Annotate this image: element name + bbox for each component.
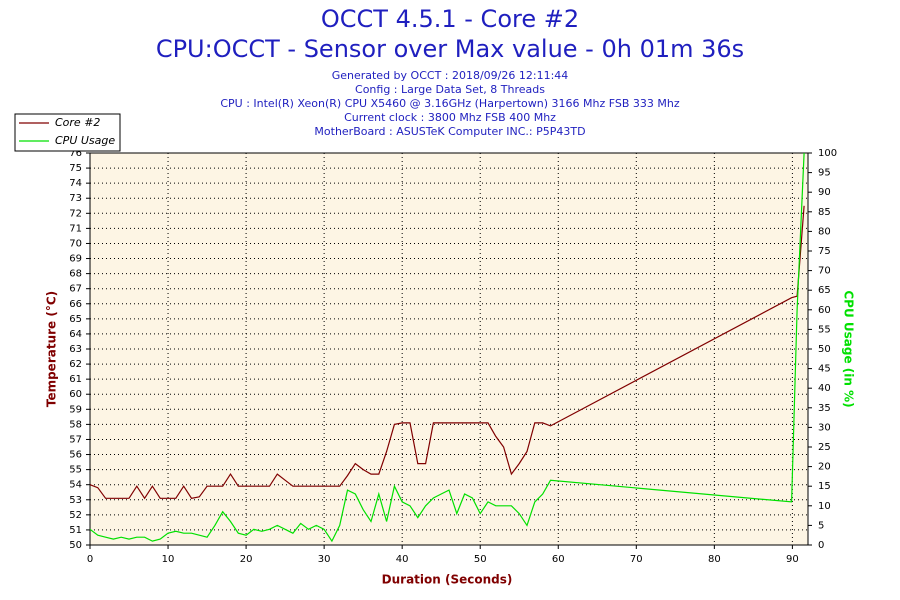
y-tick-label: 72	[69, 208, 82, 219]
y2-tick-label: 75	[818, 246, 831, 257]
y-tick-label: 50	[69, 540, 82, 551]
x-tick-label: 50	[474, 554, 487, 565]
y-tick-label: 58	[69, 419, 82, 430]
info-line: CPU : Intel(R) Xeon(R) CPU X5460 @ 3.16G…	[220, 97, 680, 110]
y-tick-label: 57	[69, 434, 82, 445]
y2-tick-label: 90	[818, 187, 831, 198]
legend-box	[14, 113, 121, 152]
x-tick-label: 40	[396, 554, 409, 565]
y-tick-label: 70	[69, 238, 82, 249]
y-tick-label: 73	[69, 193, 82, 204]
y-tick-label: 65	[69, 314, 82, 325]
x-axis-label: Duration (Seconds)	[382, 573, 513, 587]
y2-tick-label: 65	[818, 285, 831, 296]
y2-tick-label: 55	[818, 324, 831, 335]
legend-label: Core #2	[55, 116, 100, 129]
y2-tick-label: 0	[818, 540, 824, 551]
y2-tick-label: 40	[818, 383, 831, 394]
y-tick-label: 64	[69, 329, 82, 340]
x-tick-label: 30	[318, 554, 331, 565]
y-tick-label: 53	[69, 495, 82, 506]
y-tick-label: 74	[69, 178, 82, 189]
y2-tick-label: 30	[818, 422, 831, 433]
y-tick-label: 54	[69, 480, 82, 491]
info-line: Generated by OCCT : 2018/09/26 12:11:44	[332, 69, 569, 82]
y2-tick-label: 100	[818, 148, 837, 159]
y2-tick-label: 80	[818, 226, 831, 237]
y-tick-label: 51	[69, 525, 82, 536]
x-tick-label: 80	[708, 554, 721, 565]
series-line	[89, 205, 805, 500]
x-tick-label: 10	[162, 554, 175, 565]
legend-label: CPU Usage	[55, 134, 115, 147]
y-tick-label: 52	[69, 510, 82, 521]
y2-tick-label: 60	[818, 305, 831, 316]
chart-subtitle: CPU:OCCT - Sensor over Max value - 0h 01…	[156, 35, 744, 63]
info-line: MotherBoard : ASUSTeK Computer INC.: P5P…	[314, 125, 585, 138]
y2-tick-label: 95	[818, 168, 831, 179]
y-tick-label: 71	[69, 223, 82, 234]
y2-axis-label: CPU Usage (in %)	[842, 290, 856, 407]
y-tick-label: 59	[69, 404, 82, 415]
x-tick-label: 90	[786, 554, 799, 565]
y-tick-label: 55	[69, 465, 82, 476]
y-tick-label: 68	[69, 269, 82, 280]
y-tick-label: 67	[69, 284, 82, 295]
y2-tick-label: 10	[818, 501, 831, 512]
series-line	[89, 152, 805, 543]
y2-tick-label: 5	[818, 520, 824, 531]
x-tick-label: 0	[87, 554, 93, 565]
y-tick-label: 63	[69, 344, 82, 355]
y-tick-label: 66	[69, 299, 82, 310]
y-tick-label: 56	[69, 450, 82, 461]
y2-tick-label: 20	[818, 462, 831, 473]
plot-frame	[89, 152, 809, 546]
y2-tick-label: 50	[818, 344, 831, 355]
y-tick-label: 75	[69, 163, 82, 174]
x-tick-label: 60	[552, 554, 565, 565]
y-tick-label: 76	[69, 148, 82, 159]
y2-tick-label: 45	[818, 364, 831, 375]
info-line: Current clock : 3800 Mhz FSB 400 Mhz	[344, 111, 556, 124]
info-line: Config : Large Data Set, 8 Threads	[355, 83, 545, 96]
x-tick-label: 70	[630, 554, 643, 565]
x-tick-label: 20	[240, 554, 253, 565]
y-tick-label: 61	[69, 374, 82, 385]
y2-tick-label: 85	[818, 207, 831, 218]
plot-background	[90, 153, 808, 545]
y2-tick-label: 25	[818, 442, 831, 453]
y-tick-label: 69	[69, 254, 82, 265]
y2-tick-label: 35	[818, 403, 831, 414]
y2-tick-label: 70	[818, 266, 831, 277]
y2-tick-label: 15	[818, 481, 831, 492]
y-axis-label: Temperature (°C)	[45, 291, 59, 407]
y-tick-label: 62	[69, 359, 82, 370]
chart-title: OCCT 4.5.1 - Core #2	[321, 5, 579, 33]
y-tick-label: 60	[69, 389, 82, 400]
